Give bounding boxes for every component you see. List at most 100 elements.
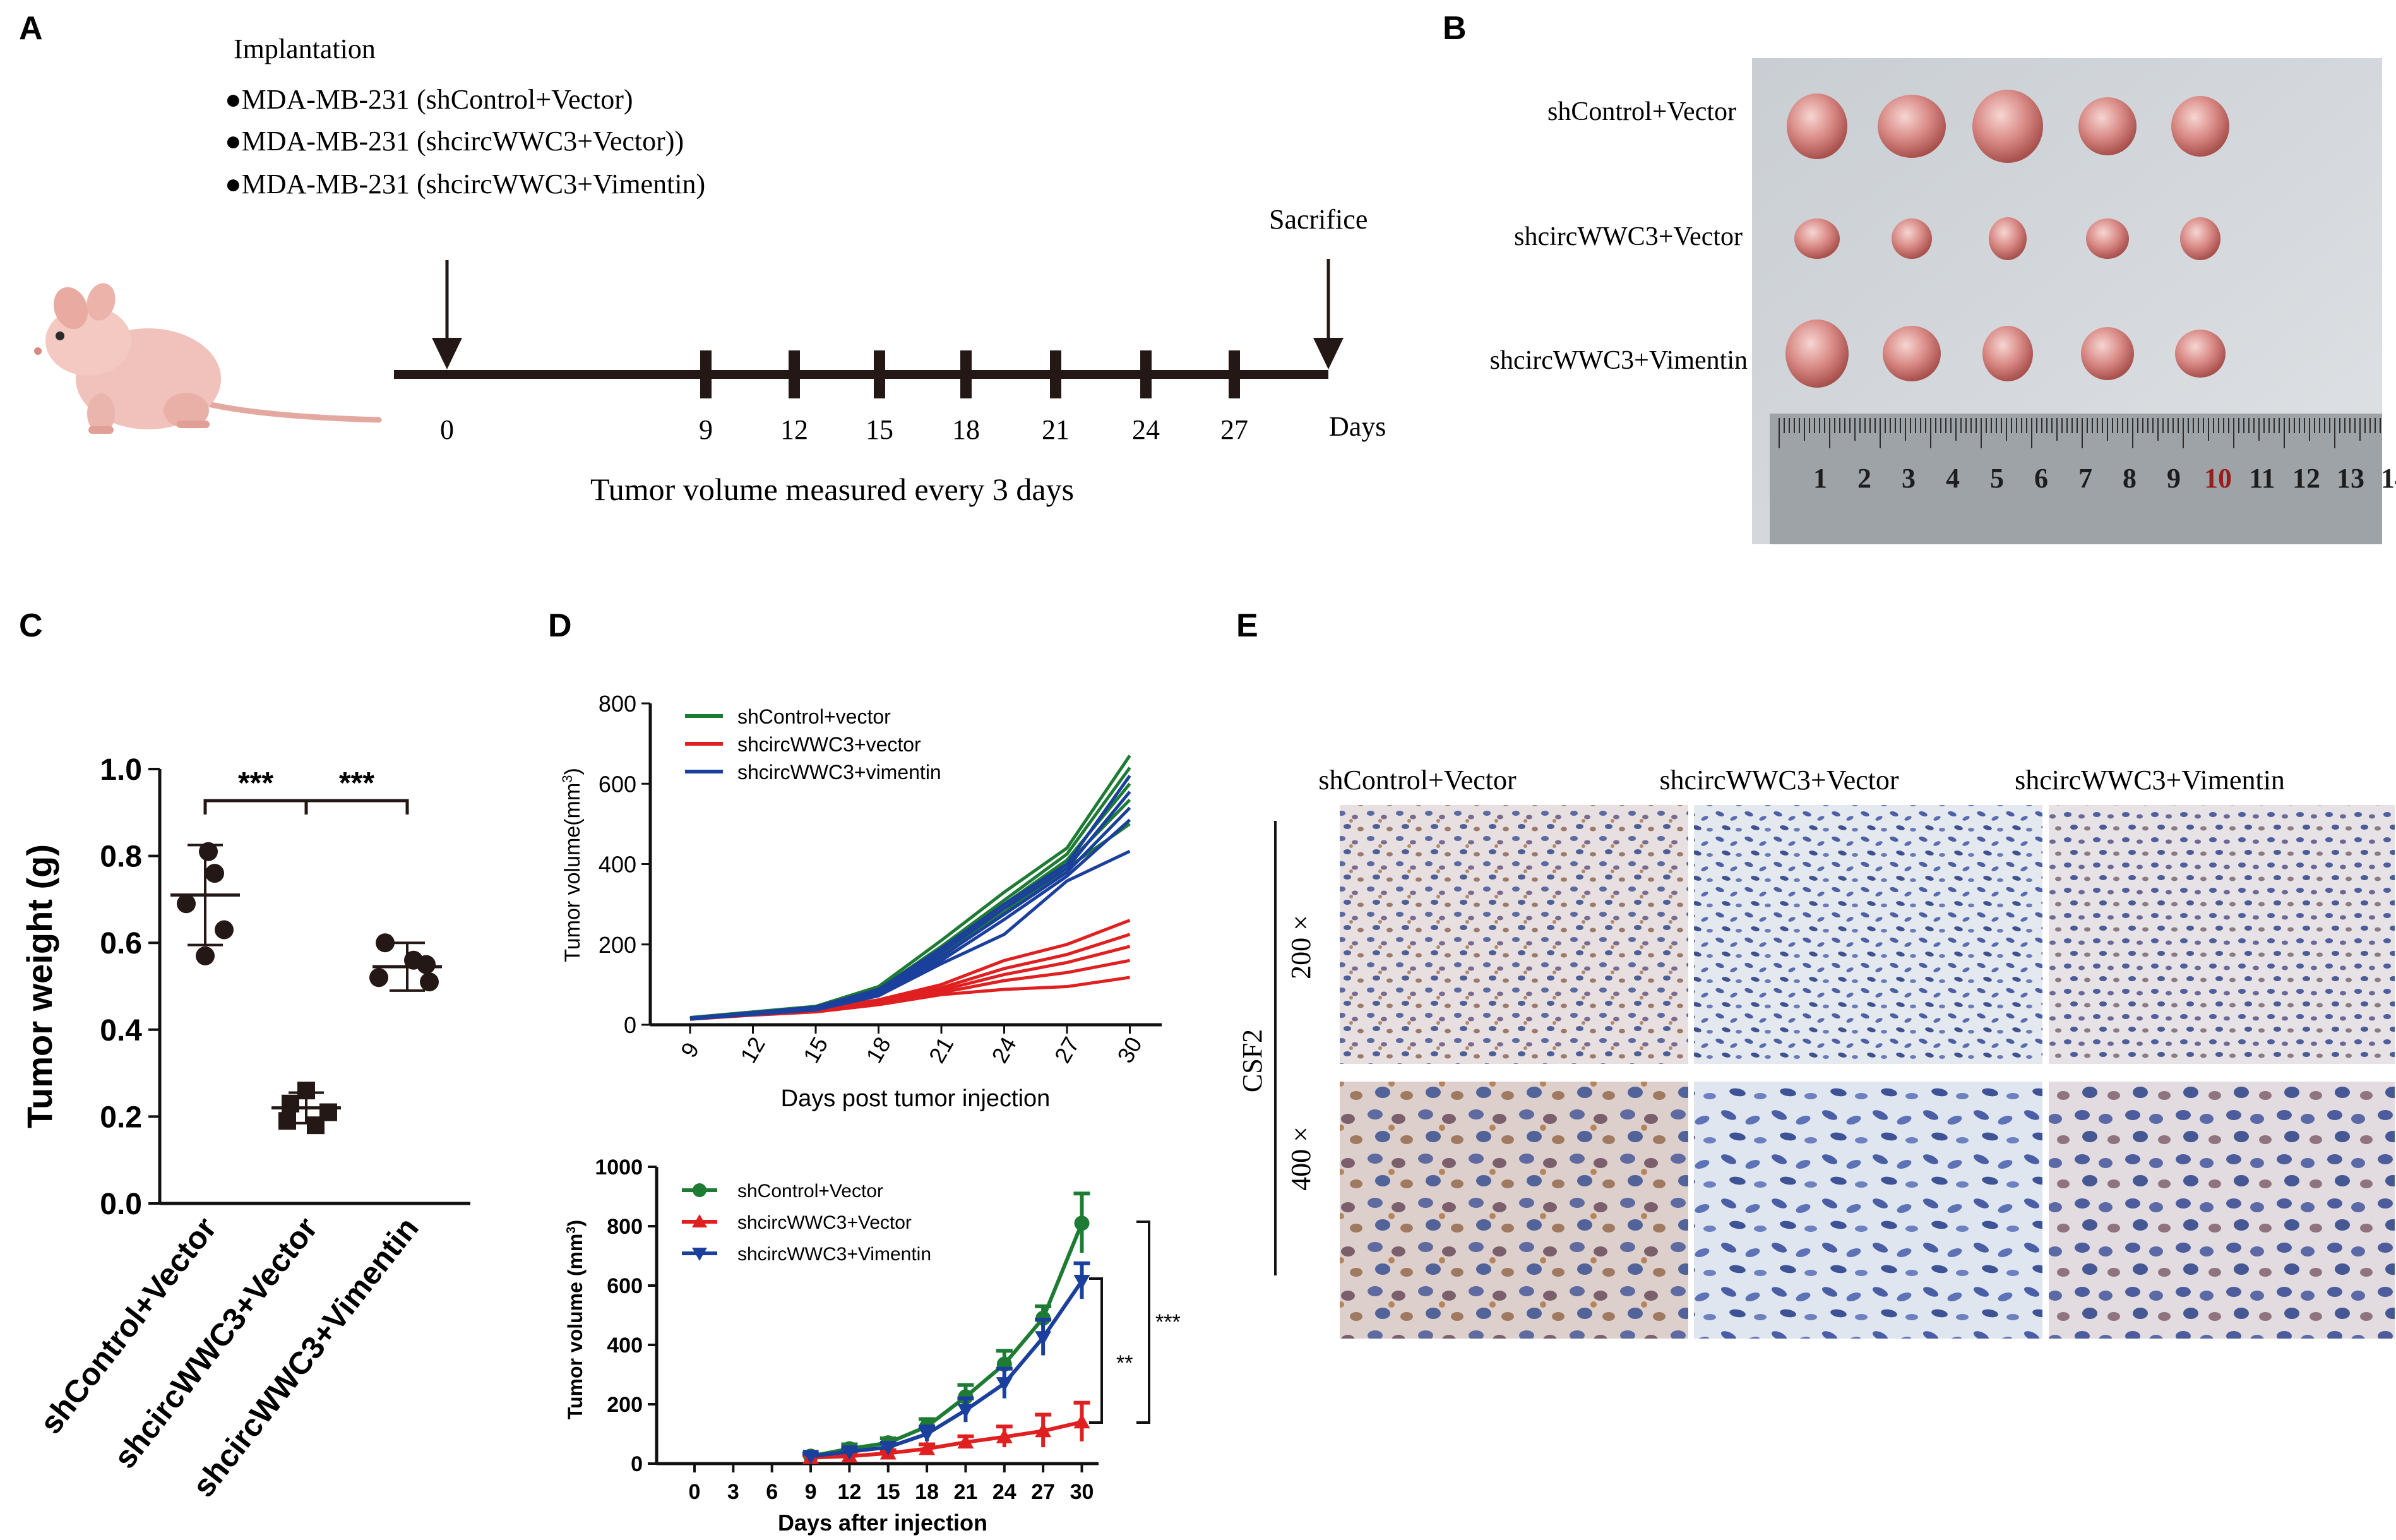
d2-x-tick-label: 24 [992,1480,1016,1504]
timeline-tick-label: 0 [440,414,454,445]
timeline-tick-mark [1140,350,1152,398]
d2-x-tick-label: 6 [766,1480,778,1504]
c-x-tick-label: shControl+Vector [33,1210,224,1440]
d1-x-axis-title: Days post tumor injection [781,1085,1051,1112]
timeline-tick-mark [1229,350,1240,398]
d2-marker [1073,1414,1090,1429]
timeline-tick-label: 9 [699,414,713,445]
c-data-point [376,933,395,953]
timeline-tick-label: 24 [1132,414,1160,445]
ihc-image-shcirc-vimentin-200x [2049,805,2395,1064]
d1-y-tick-label: 600 [599,771,636,797]
d2-marker [802,1450,820,1465]
d2-y-tick-label: 0 [631,1452,643,1476]
photo-row-label-3: shcircWWC3+Vimentin [1490,346,1748,375]
d2-y-tick-label: 1000 [595,1155,643,1179]
d2-series [802,1191,1090,1465]
d1-series-line [689,822,1131,1021]
ihc-image-shcirc-vimentin-400x [2049,1082,2395,1339]
timeline-ticks: 0 9 12 15 18 21 24 27 [440,350,1248,445]
d1-legend: shControl+vector shcircWWC3+vector shcircW… [685,705,941,784]
ihc-col-label-1: shControl+Vector [1318,765,1517,796]
tumor-sample [2175,330,2226,378]
d2-marker [996,1428,1013,1443]
tumor-sample [1787,93,1847,159]
nude-mouse-icon [34,283,382,434]
ihc-image-control-400x [1340,1082,1688,1339]
photo-row-label-1: shControl+Vector [1547,97,1736,126]
d2-marker [1074,1215,1090,1231]
d2-series-line [810,1420,1083,1460]
d1-series-lines [689,755,1131,1021]
bracket-vimentin-vs-vector [1089,1277,1103,1424]
d2-x-tick-label: 18 [915,1480,939,1504]
d2-series-line [810,1280,1083,1459]
d2-marker [1073,1274,1090,1289]
c-data-point [215,920,234,940]
d2-legend: shControl+Vector shcircWWC3+Vector shcircW… [682,1181,931,1265]
panel-c-tumor-weight-chart: Tumor weight (g) 0.00.20.40.60.81.0 *** *… [20,753,470,1503]
d1-x-tick-label: 12 [735,1032,770,1067]
d2-x-tick-label: 9 [805,1480,817,1504]
tumor-sample [1892,218,1932,259]
panel-label-b: B [1443,10,1467,47]
c-data-point [177,894,196,914]
group-item-3: ●MDA-MB-231 (shcircWWC3+Vimentin) [225,169,705,200]
d1-legend-label: shcircWWC3+vector [737,733,921,756]
panel-d-mean-growth-chart: Tumor volume (mm3) Days after injection … [564,1155,1181,1536]
timeline-caption: Tumor volume measured every 3 days [590,472,1074,507]
d2-legend-label: shcircWWC3+Vimentin [737,1244,931,1265]
implantation-heading: Implantation [234,33,376,64]
d1-y-tick-label: 400 [599,852,636,878]
ruler-number: 12 [2292,463,2320,494]
d2-y-tick-label: 200 [607,1393,643,1417]
d1-legend-label: shcircWWC3+vimentin [737,761,941,784]
tumor-sample [1989,217,2027,260]
ruler-marks: 1234567891011121314 [1779,418,2396,494]
ihc-row-label-400x: 400 × [1285,1126,1316,1191]
c-data-point [278,1112,296,1130]
d2-ticks: 0 200 400 600 800 1000 0 3 6 9 12 15 18 21 24 27 30 [595,1155,1094,1504]
d2-legend-marker [692,1214,707,1227]
ruler-number: 13 [2337,463,2364,494]
d2-marker [1035,1331,1052,1346]
d1-x-tick-label: 24 [986,1032,1022,1067]
panel-label-c: C [19,607,43,644]
tumor-sample [2081,327,2134,380]
ruler-number: 10 [2204,463,2232,494]
c-data-point [205,864,224,883]
timeline-tick-label: 15 [866,414,893,445]
panel-label-e: E [1236,607,1258,644]
tumor-samples [1785,90,2229,388]
ihc-stain-label: CSF2 [1237,1029,1268,1092]
ruler-number: 3 [1902,463,1916,494]
d2-x-tick-label: 21 [954,1480,978,1504]
c-data-points: *** *** [170,767,442,1135]
d1-series-line [689,782,1131,1020]
d2-y-tick-label: 800 [607,1215,643,1239]
c-x-tick-labels: shControl+VectorshcircWWC3+VectorshcircW… [33,1210,426,1503]
d1-series-line [689,849,1131,1021]
ruler [1770,414,2382,544]
timeline-tick-mark [1050,350,1061,398]
d2-marker [957,1404,974,1419]
c-significance-bracket [203,799,308,815]
ihc-col-label-2: shcircWWC3+Vector [1659,765,1898,796]
c-y-ticks: 0.0 0.2 0.4 0.6 0.8 1.0 [100,753,160,1221]
d1-series-line [689,791,1131,1020]
d2-marker [919,1440,936,1455]
tumor-sample [2078,97,2137,155]
c-data-point [199,842,218,861]
ruler-number: 9 [2167,463,2181,494]
d2-x-tick-label: 3 [727,1480,739,1504]
timeline-tick-label: 12 [780,414,808,445]
d2-y-axis-title: Tumor volume (mm3) [564,1220,587,1419]
timeline-tick-label: 27 [1220,414,1248,445]
timeline-tick-mark [700,350,712,398]
d1-y-tick-label: 0 [624,1012,636,1038]
panel-label-d: D [548,607,572,644]
c-data-point [282,1094,299,1113]
timeline-tick-mark [874,350,885,398]
